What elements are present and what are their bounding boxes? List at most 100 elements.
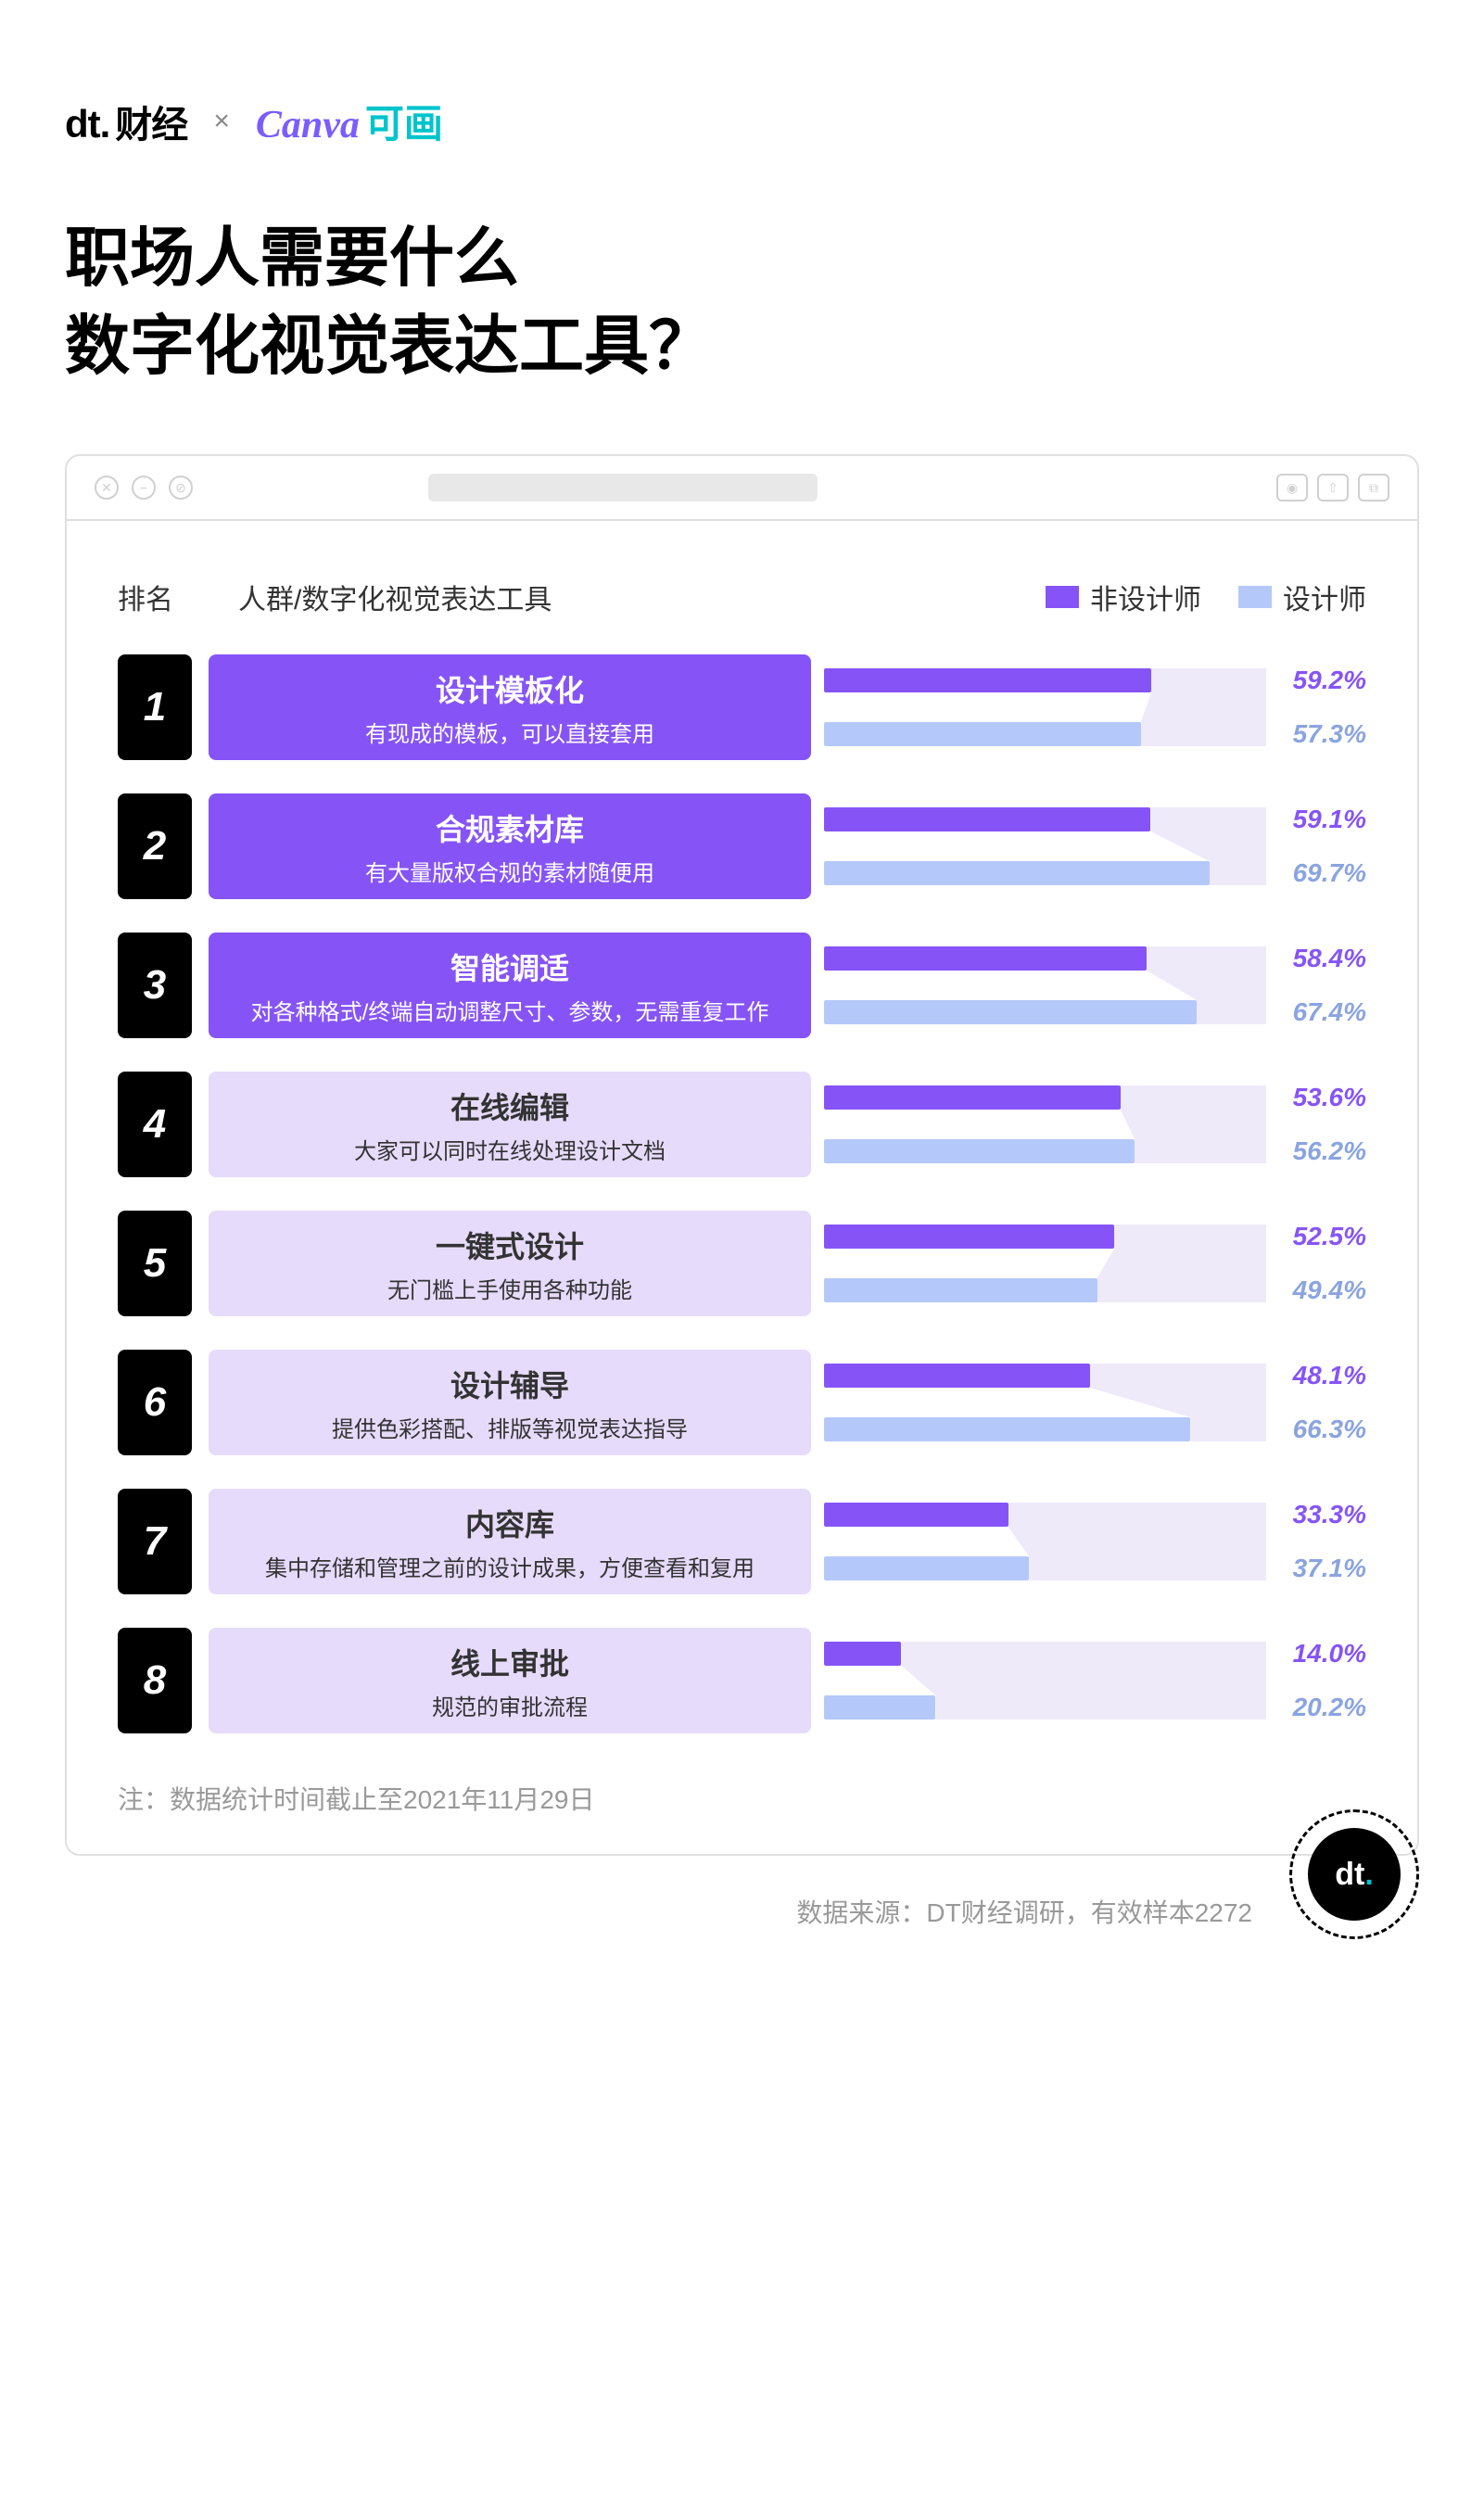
bar-a-row: 59.2% — [824, 662, 1366, 699]
rank-box: 6 — [118, 1350, 192, 1455]
bar-b-row: 67.4% — [824, 994, 1366, 1031]
label-subtitle: 对各种格式/终端自动调整尺寸、参数，无需重复工作 — [251, 994, 769, 1026]
header-rank: 排名 — [118, 577, 238, 617]
bar-b-fill — [824, 1556, 1029, 1580]
label-title: 一键式设计 — [436, 1224, 584, 1266]
title-line-2: 数字化视觉表达工具？ — [65, 310, 714, 382]
bar-a-fill — [824, 1085, 1121, 1110]
browser-toolbar: ✕ − ⊘ ◉ ⇧ ⧉ — [67, 456, 1417, 521]
label-subtitle: 无门槛上手使用各种功能 — [387, 1272, 632, 1304]
label-subtitle: 规范的审批流程 — [432, 1689, 588, 1721]
bar-b-track — [824, 861, 1266, 885]
disable-icon: ⊘ — [169, 476, 193, 500]
legend-a-swatch — [1046, 586, 1079, 608]
bar-a-value: 59.2% — [1274, 666, 1366, 695]
label-box: 线上审批规范的审批流程 — [209, 1628, 811, 1733]
bar-b-track — [824, 1000, 1266, 1024]
label-title: 内容库 — [465, 1502, 554, 1544]
bar-a-fill — [824, 1642, 901, 1666]
label-title: 线上审批 — [450, 1641, 569, 1683]
label-subtitle: 大家可以同时在线处理设计文档 — [354, 1133, 666, 1165]
label-title: 智能调适 — [450, 945, 569, 988]
label-subtitle: 有大量版权合规的素材随便用 — [365, 855, 654, 887]
bars-area: 58.4% 67.4% — [824, 933, 1366, 1038]
bar-a-value: 33.3% — [1274, 1500, 1366, 1529]
bar-a-value: 52.5% — [1274, 1222, 1366, 1251]
bar-a-fill — [824, 807, 1150, 831]
bar-b-track — [824, 1417, 1266, 1441]
bar-a-track — [824, 1503, 1266, 1527]
bar-b-track — [824, 1139, 1266, 1163]
rank-box: 4 — [118, 1072, 192, 1177]
bar-a-fill — [824, 668, 1151, 692]
legend-b-swatch — [1238, 586, 1272, 608]
rank-box: 3 — [118, 933, 192, 1038]
bar-b-row: 56.2% — [824, 1133, 1366, 1170]
title-line-1: 职场人需要什么 — [65, 222, 519, 294]
bars-area: 14.0%20.2% — [824, 1628, 1366, 1733]
bar-b-value: 66.3% — [1274, 1415, 1366, 1444]
logo-canva-suffix: 可画 — [365, 102, 443, 146]
bookmark-icon: ◉ — [1276, 474, 1308, 501]
bar-b-row: 69.7% — [824, 855, 1366, 892]
logo-separator: × — [213, 106, 230, 137]
close-icon: ✕ — [95, 476, 119, 500]
bar-a-value: 53.6% — [1274, 1083, 1366, 1112]
bar-b-fill — [824, 1000, 1197, 1024]
header-category: 人群/数字化视觉表达工具 — [238, 577, 1046, 617]
legend-a: 非设计师 — [1046, 577, 1201, 617]
chart-row: 3智能调适对各种格式/终端自动调整尺寸、参数，无需重复工作58.4%67.4% — [118, 933, 1366, 1038]
bars-area: 52.5% 49.4% — [824, 1211, 1366, 1316]
label-box: 智能调适对各种格式/终端自动调整尺寸、参数，无需重复工作 — [209, 933, 811, 1038]
bar-b-track — [824, 722, 1266, 746]
bar-b-fill — [824, 861, 1210, 885]
bar-b-row: 37.1% — [824, 1550, 1366, 1587]
bar-b-fill — [824, 1139, 1135, 1163]
label-title: 设计辅导 — [450, 1363, 569, 1405]
chart-row: 2合规素材库有大量版权合规的素材随便用 59.1% 69.7% — [118, 793, 1366, 899]
copy-icon: ⧉ — [1358, 474, 1389, 501]
bar-a-row: 58.4% — [824, 940, 1366, 977]
bars-area: 59.1% 69.7% — [824, 793, 1366, 899]
label-subtitle: 有现成的模板，可以直接套用 — [365, 716, 654, 748]
chart-row: 1设计模板化有现成的模板，可以直接套用59.2%57.3% — [118, 654, 1366, 760]
rank-box: 2 — [118, 793, 192, 899]
bar-a-row: 53.6% — [824, 1079, 1366, 1116]
bars-area: 53.6% 56.2% — [824, 1072, 1366, 1177]
bar-a-track — [824, 807, 1266, 831]
bar-a-track — [824, 946, 1266, 971]
chart-row: 6设计辅导提供色彩搭配、排版等视觉表达指导48.1%66.3% — [118, 1350, 1366, 1455]
logo-dt-text: dt. — [65, 102, 109, 146]
label-box: 内容库集中存储和管理之前的设计成果，方便查看和复用 — [209, 1489, 811, 1594]
rank-box: 7 — [118, 1489, 192, 1594]
bar-a-row: 59.1% — [824, 801, 1366, 838]
bars-area: 33.3% 37.1% — [824, 1489, 1366, 1594]
bar-b-track — [824, 1695, 1266, 1720]
legend: 非设计师 设计师 — [1046, 577, 1366, 617]
chart-area: 排名 人群/数字化视觉表达工具 非设计师 设计师 1设计模板化有现成的模板，可以… — [67, 521, 1417, 1854]
chart-header: 排名 人群/数字化视觉表达工具 非设计师 设计师 — [118, 577, 1366, 617]
bar-a-value: 59.1% — [1274, 805, 1366, 834]
bar-a-fill — [824, 1225, 1114, 1249]
label-box: 合规素材库有大量版权合规的素材随便用 — [209, 793, 811, 899]
bar-b-value: 49.4% — [1274, 1275, 1366, 1305]
chart-row: 4在线编辑大家可以同时在线处理设计文档 53.6% 56.2% — [118, 1072, 1366, 1177]
bar-a-track — [824, 1085, 1266, 1110]
bar-a-track — [824, 1225, 1266, 1249]
source-line: 数据来源：DT财经调研，有效样本2272 — [65, 1893, 1419, 1930]
header-logos: dt.财经 × Canva可画 — [65, 93, 1419, 149]
url-bar — [428, 474, 818, 501]
bar-b-value: 69.7% — [1274, 858, 1366, 888]
label-box: 在线编辑大家可以同时在线处理设计文档 — [209, 1072, 811, 1177]
chart-row: 5 一键式设计无门槛上手使用各种功能 52.5% 49.4% — [118, 1211, 1366, 1316]
rank-box: 5 — [118, 1211, 192, 1316]
bar-a-fill — [824, 946, 1147, 971]
stamp-badge: dt. — [1289, 1809, 1419, 1939]
bar-a-track — [824, 668, 1266, 692]
chart-rows: 1设计模板化有现成的模板，可以直接套用59.2%57.3%2合规素材库有大量版权… — [118, 654, 1366, 1733]
browser-frame: ✕ − ⊘ ◉ ⇧ ⧉ 排名 人群/数字化视觉表达工具 非设计师 — [65, 454, 1419, 1856]
bar-b-row: 57.3% — [824, 716, 1366, 753]
bar-b-fill — [824, 722, 1141, 746]
bar-b-value: 67.4% — [1274, 997, 1366, 1027]
label-box: 设计模板化有现成的模板，可以直接套用 — [209, 654, 811, 760]
